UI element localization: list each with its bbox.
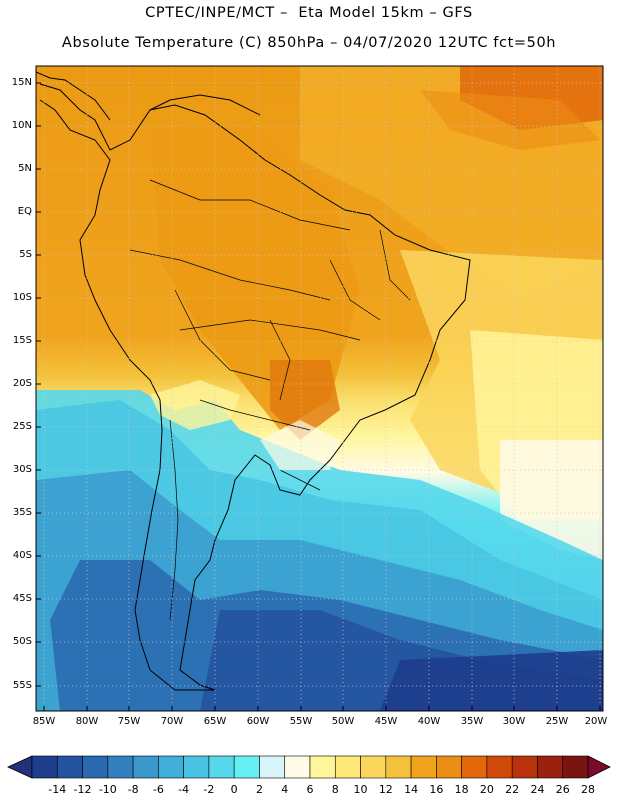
colorbar-swatch	[385, 755, 412, 779]
lon-label: 20W	[584, 716, 608, 727]
coastline	[36, 71, 471, 691]
colorbar-swatch	[436, 755, 462, 779]
temperature-field	[36, 66, 603, 711]
lon-label: 60W	[246, 716, 270, 727]
lat-label: 5N	[18, 163, 32, 174]
colorbar-swatch	[132, 755, 159, 779]
colorbar-swatch	[511, 755, 538, 779]
colorbar-swatch	[562, 755, 589, 779]
colorbar-label: -2	[203, 783, 215, 796]
axis-ticks	[36, 82, 601, 711]
colorbar-label: 26	[555, 783, 570, 796]
lon-label: 35W	[460, 716, 484, 727]
chart-title-line-2: Absolute Temperature (C) 850hPa – 04/07/…	[61, 35, 557, 51]
colorbar-label: 4	[281, 783, 289, 796]
map-frame	[35, 65, 604, 712]
colorbar-swatch	[461, 755, 488, 779]
lat-label: 50S	[12, 636, 32, 647]
lon-label: 85W	[32, 716, 56, 727]
graticule	[36, 66, 603, 711]
lon-label: 65W	[203, 716, 227, 727]
lat-label: 55S	[12, 680, 32, 691]
colorbar-label: -8	[127, 783, 139, 796]
colorbar-over-arrow	[587, 755, 611, 779]
colorbar-swatch	[284, 755, 311, 779]
lon-label: 70W	[160, 716, 184, 727]
colorbar-label: -6	[152, 783, 164, 796]
colorbar-label: -14	[48, 783, 67, 796]
lon-label: 75W	[117, 716, 141, 727]
colorbar-label: -4	[178, 783, 190, 796]
colorbar-swatch	[360, 755, 387, 779]
colorbar-swatch	[82, 755, 109, 779]
lat-label: 40S	[12, 550, 32, 561]
colorbar	[7, 755, 611, 779]
colorbar-label: 0	[230, 783, 238, 796]
colorbar-label: 16	[429, 783, 444, 796]
colorbar-label: 20	[479, 783, 494, 796]
colorbar-swatch	[31, 755, 58, 779]
lon-label: 25W	[545, 716, 569, 727]
colorbar-label: 24	[530, 783, 545, 796]
colorbar-swatch	[56, 755, 83, 779]
lon-label: 30W	[502, 716, 526, 727]
lat-label: 25S	[12, 421, 32, 432]
colorbar-swatch	[486, 755, 513, 779]
colorbar-swatch	[158, 755, 184, 779]
lat-label: 30S	[12, 464, 32, 475]
colorbar-swatch	[208, 755, 235, 779]
lat-label: 10N	[11, 120, 32, 131]
colorbar-label: -12	[73, 783, 92, 796]
colorbar-label: 12	[378, 783, 393, 796]
lat-label: EQ	[17, 206, 32, 217]
lat-label: 5S	[19, 249, 32, 260]
lon-label: 50W	[331, 716, 355, 727]
colorbar-label: 14	[404, 783, 419, 796]
lon-label: 80W	[75, 716, 99, 727]
lat-label: 35S	[12, 507, 32, 518]
colorbar-label: 28	[581, 783, 595, 796]
colorbar-swatch	[107, 755, 134, 779]
lat-label: 15N	[11, 77, 32, 88]
colorbar-swatch	[183, 755, 210, 779]
colorbar-swatch	[259, 755, 286, 779]
colorbar-under-arrow	[7, 755, 33, 779]
colorbar-swatch	[233, 755, 260, 779]
colorbar-swatch	[309, 755, 336, 779]
colorbar-label: 18	[454, 783, 469, 796]
lat-label: 10S	[12, 292, 32, 303]
lon-label: 55W	[289, 716, 313, 727]
colorbar-label: 6	[306, 783, 314, 796]
lon-label: 45W	[374, 716, 398, 727]
chart-title-line-1: CPTEC/INPE/MCT – Eta Model 15km – GFS	[145, 5, 473, 21]
colorbar-swatch	[410, 755, 437, 779]
lat-label: 45S	[12, 593, 32, 604]
lat-label: 20S	[12, 378, 32, 389]
colorbar-swatch	[334, 755, 361, 779]
colorbar-label: 10	[353, 783, 368, 796]
colorbar-label: 2	[255, 783, 263, 796]
lat-label: 15S	[12, 335, 32, 346]
colorbar-swatch	[537, 755, 564, 779]
colorbar-label: -10	[98, 783, 117, 796]
lon-label: 40W	[417, 716, 441, 727]
colorbar-label: 22	[505, 783, 520, 796]
colorbar-label: 8	[331, 783, 339, 796]
